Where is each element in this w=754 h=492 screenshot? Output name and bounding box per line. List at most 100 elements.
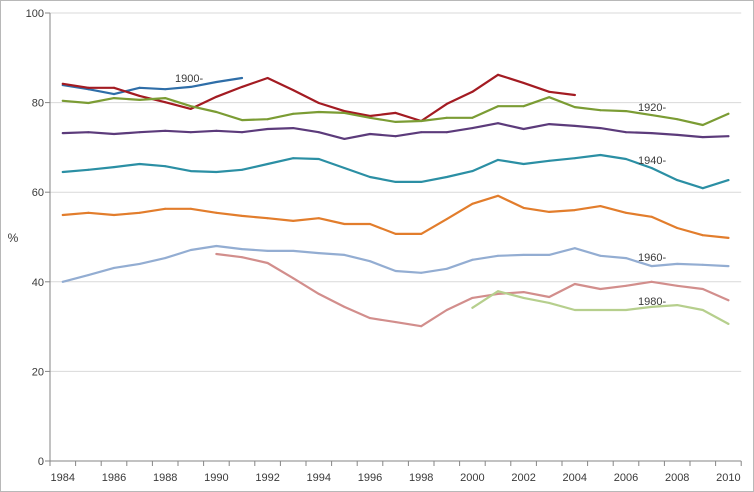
data-point [650,215,653,218]
data-point [343,167,346,169]
data-point [701,288,704,290]
data-point [573,283,576,285]
series-label-1920: 1920- [638,102,666,114]
data-point [445,309,448,311]
data-point [189,249,192,251]
data-point [522,206,525,209]
data-point [599,109,602,112]
x-tick-label: 1996 [358,472,382,484]
data-point [394,321,397,324]
data-point [369,115,371,117]
data-point [548,96,551,99]
data-point [497,158,499,161]
y-tick-label: 80 [32,98,44,110]
data-point [573,157,576,160]
data-point [420,232,423,235]
series-1980 [471,290,730,325]
data-point [241,256,243,259]
data-point [189,105,192,108]
data-point [497,292,499,295]
data-point [317,217,320,220]
data-point [522,296,525,299]
data-point [138,86,141,89]
data-point [625,158,627,160]
data-point [420,131,423,134]
data-point [215,81,218,83]
series-label-1940: 1940- [638,155,666,167]
data-point [471,258,474,261]
data-point [241,168,243,171]
x-tick-label: 2002 [511,472,535,484]
data-point [701,263,704,266]
data-point [701,124,704,126]
data-point [164,88,167,91]
y-tick-label: 0 [38,456,44,468]
data-point [394,135,397,138]
data-point [727,236,730,239]
data-point [189,207,192,210]
data-point [522,81,525,84]
data-point [113,97,115,100]
data-point [573,247,576,250]
data-point [87,86,90,89]
x-tick-label: 1984 [51,472,75,484]
series-2 [61,73,576,123]
data-point [625,284,627,287]
data-point [548,90,551,93]
data-point [497,254,499,257]
data-point [522,105,525,108]
data-point [241,131,243,134]
data-point [369,116,371,119]
data-point [445,131,448,134]
y-tick-label: 60 [32,187,44,199]
data-point [292,112,295,115]
data-point [420,325,423,328]
data-point [292,277,295,280]
data-point [317,131,320,134]
data-point [599,205,602,208]
data-point [138,98,141,101]
series-1940 [61,153,730,190]
data-point [548,301,551,304]
data-point [497,122,499,125]
y-tick-label: 40 [32,277,44,289]
data-point [727,299,730,302]
data-point [445,102,448,105]
data-point [625,309,627,311]
data-point [343,111,346,114]
data-point [471,296,474,299]
data-point [727,112,730,115]
data-point [317,252,320,255]
x-tick-label: 2006 [614,472,638,484]
data-point [241,77,243,79]
data-point [471,127,474,130]
data-point [420,271,423,274]
data-point [292,249,295,252]
x-tick-label: 1994 [307,472,331,484]
data-point [87,102,90,104]
data-point [420,180,423,183]
data-point [548,210,551,213]
data-point [650,167,653,169]
data-point [241,248,243,251]
data-point [676,284,679,287]
x-tick-label: 1998 [409,472,433,484]
data-point [394,111,397,114]
data-point [292,219,295,222]
data-point [138,131,141,134]
data-point [343,223,346,225]
data-point [573,106,576,109]
data-point [189,85,192,88]
data-point [625,257,627,260]
data-point [317,111,320,113]
data-point [471,202,474,205]
data-point [701,234,704,237]
y-tick-label: 20 [32,366,44,378]
data-point [61,99,64,102]
data-point [701,136,704,139]
data-point [164,97,167,100]
data-point [138,211,141,214]
data-point [215,129,218,132]
x-tick-labels: 1984 1986 1988 1990 1992 1994 1996 1998 2000 2002… [51,472,741,484]
